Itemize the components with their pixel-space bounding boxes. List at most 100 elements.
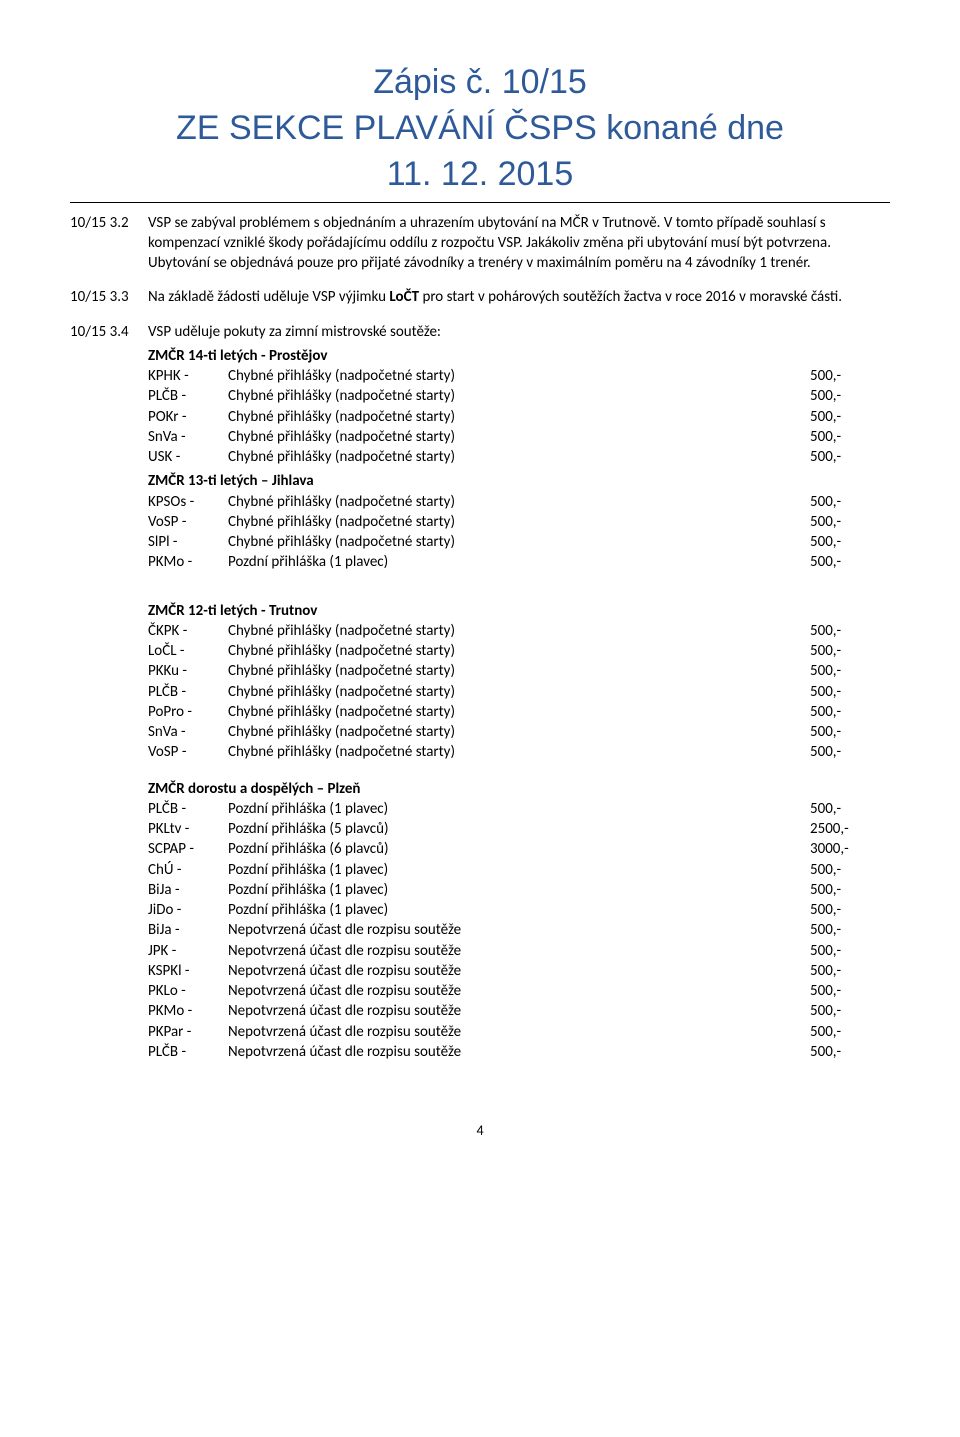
penalty-code: POKr - <box>148 407 228 427</box>
penalty-reason: Chybné přihlášky (nadpočetné starty) <box>228 661 810 681</box>
penalty-row: PLČB -Chybné přihlášky (nadpočetné start… <box>148 386 890 406</box>
penalty-reason: Chybné přihlášky (nadpočetné starty) <box>228 722 810 742</box>
penalty-code: PLČB - <box>148 1042 228 1062</box>
penalty-row: KPSOs -Chybné přihlášky (nadpočetné star… <box>148 492 890 512</box>
penalty-code: VoSP - <box>148 512 228 532</box>
penalty-row: BiJa -Pozdní přihláška (1 plavec)500,- <box>148 880 890 900</box>
item-text: VSP uděluje pokuty za zimní mistrovské s… <box>148 322 890 342</box>
penalty-code: ChÚ - <box>148 860 228 880</box>
penalty-row: PKMo -Nepotvrzená účast dle rozpisu sout… <box>148 1001 890 1021</box>
penalty-group: ZMČR 13-ti letých – JihlavaKPSOs -Chybné… <box>148 471 890 572</box>
penalty-row: BiJa -Nepotvrzená účast dle rozpisu sout… <box>148 920 890 940</box>
penalty-amount: 500,- <box>810 512 890 532</box>
penalty-code: PKLtv - <box>148 819 228 839</box>
penalty-code: BiJa - <box>148 880 228 900</box>
penalty-code: KPSOs - <box>148 492 228 512</box>
penalty-reason: Nepotvrzená účast dle rozpisu soutěže <box>228 941 810 961</box>
minutes-item: 10/15 3.2 VSP se zabýval problémem s obj… <box>70 213 890 274</box>
penalty-reason: Chybné přihlášky (nadpočetné starty) <box>228 532 810 552</box>
penalty-code: KSPKl - <box>148 961 228 981</box>
penalty-row: VoSP -Chybné přihlášky (nadpočetné start… <box>148 742 890 762</box>
document-title: Zápis č. 10/15 ZE SEKCE PLAVÁNÍ ČSPS kon… <box>70 60 890 198</box>
penalty-code: ČKPK - <box>148 621 228 641</box>
penalty-code: PLČB - <box>148 799 228 819</box>
penalty-row: ČKPK -Chybné přihlášky (nadpočetné start… <box>148 621 890 641</box>
penalty-amount: 500,- <box>810 981 890 1001</box>
penalty-row: PoPro -Chybné přihlášky (nadpočetné star… <box>148 702 890 722</box>
penalty-reason: Pozdní přihláška (1 plavec) <box>228 552 810 572</box>
item-text: VSP se zabýval problémem s objednáním a … <box>148 213 890 274</box>
penalty-amount: 500,- <box>810 941 890 961</box>
penalty-row: PLČB -Chybné přihlášky (nadpočetné start… <box>148 682 890 702</box>
title-underline <box>70 202 890 203</box>
penalty-reason: Chybné přihlášky (nadpočetné starty) <box>228 742 810 762</box>
penalty-code: VoSP - <box>148 742 228 762</box>
penalty-reason: Nepotvrzená účast dle rozpisu soutěže <box>228 920 810 940</box>
penalty-code: SlPl - <box>148 532 228 552</box>
penalty-row: ChÚ -Pozdní přihláška (1 plavec)500,- <box>148 860 890 880</box>
penalty-amount: 500,- <box>810 447 890 467</box>
title-line-1: Zápis č. 10/15 <box>70 60 890 106</box>
penalty-reason: Nepotvrzená účast dle rozpisu soutěže <box>228 1022 810 1042</box>
penalty-code: PoPro - <box>148 702 228 722</box>
item-number: 10/15 3.3 <box>70 287 148 307</box>
penalty-amount: 500,- <box>810 621 890 641</box>
penalty-amount: 500,- <box>810 1001 890 1021</box>
penalty-row: PKMo -Pozdní přihláška (1 plavec)500,- <box>148 552 890 572</box>
penalty-reason: Chybné přihlášky (nadpočetné starty) <box>228 407 810 427</box>
penalty-amount: 500,- <box>810 722 890 742</box>
title-line-3: 11. 12. 2015 <box>70 152 890 198</box>
penalty-code: SCPAP - <box>148 839 228 859</box>
penalty-code: PKLo - <box>148 981 228 1001</box>
minutes-item: 10/15 3.3 Na základě žádosti uděluje VSP… <box>70 287 890 307</box>
penalty-row: USK -Chybné přihlášky (nadpočetné starty… <box>148 447 890 467</box>
penalty-amount: 500,- <box>810 880 890 900</box>
penalty-row: SnVa -Chybné přihlášky (nadpočetné start… <box>148 722 890 742</box>
penalty-reason: Pozdní přihláška (1 plavec) <box>228 799 810 819</box>
penalty-reason: Chybné přihlášky (nadpočetné starty) <box>228 386 810 406</box>
penalty-row: PLČB -Nepotvrzená účast dle rozpisu sout… <box>148 1042 890 1062</box>
penalty-amount: 500,- <box>810 366 890 386</box>
penalty-reason: Chybné přihlášky (nadpočetné starty) <box>228 427 810 447</box>
penalty-reason: Pozdní přihláška (1 plavec) <box>228 880 810 900</box>
minutes-item: 10/15 3.4 VSP uděluje pokuty za zimní mi… <box>70 322 890 468</box>
penalty-row: PKPar -Nepotvrzená účast dle rozpisu sou… <box>148 1022 890 1042</box>
penalty-amount: 3000,- <box>810 839 890 859</box>
penalty-amount: 500,- <box>810 1042 890 1062</box>
penalty-amount: 500,- <box>810 799 890 819</box>
page-number: 4 <box>70 1122 890 1141</box>
penalty-row: VoSP -Chybné přihlášky (nadpočetné start… <box>148 512 890 532</box>
penalty-code: JiDo - <box>148 900 228 920</box>
penalty-amount: 500,- <box>810 641 890 661</box>
penalty-code: KPHK - <box>148 366 228 386</box>
group-heading: ZMČR 13-ti letých – Jihlava <box>148 471 890 491</box>
penalty-reason: Chybné přihlášky (nadpočetné starty) <box>228 682 810 702</box>
penalty-amount: 500,- <box>810 920 890 940</box>
penalty-row: SnVa -Chybné přihlášky (nadpočetné start… <box>148 427 890 447</box>
penalty-code: PKMo - <box>148 552 228 572</box>
penalty-amount: 500,- <box>810 742 890 762</box>
group-heading: ZMČR 12-ti letých - Trutnov <box>148 601 890 621</box>
penalty-row: PKLtv -Pozdní přihláška (5 plavců)2500,- <box>148 819 890 839</box>
penalty-reason: Chybné přihlášky (nadpočetné starty) <box>228 447 810 467</box>
penalty-reason: Nepotvrzená účast dle rozpisu soutěže <box>228 961 810 981</box>
penalty-reason: Pozdní přihláška (6 plavců) <box>228 839 810 859</box>
penalty-amount: 500,- <box>810 552 890 572</box>
penalty-code: PLČB - <box>148 682 228 702</box>
penalty-amount: 2500,- <box>810 819 890 839</box>
penalty-row: PKKu -Chybné přihlášky (nadpočetné start… <box>148 661 890 681</box>
penalty-amount: 500,- <box>810 532 890 552</box>
penalty-row: SCPAP -Pozdní přihláška (6 plavců)3000,- <box>148 839 890 859</box>
penalty-row: SlPl -Chybné přihlášky (nadpočetné start… <box>148 532 890 552</box>
item-number: 10/15 3.2 <box>70 213 148 274</box>
group-heading: ZMČR 14-ti letých - Prostějov <box>148 346 890 366</box>
penalty-row: PLČB -Pozdní přihláška (1 plavec)500,- <box>148 799 890 819</box>
item-body: VSP uděluje pokuty za zimní mistrovské s… <box>148 322 890 468</box>
penalty-code: PKPar - <box>148 1022 228 1042</box>
penalty-row: KSPKl -Nepotvrzená účast dle rozpisu sou… <box>148 961 890 981</box>
penalty-amount: 500,- <box>810 386 890 406</box>
penalty-amount: 500,- <box>810 492 890 512</box>
penalty-group: ZMČR 12-ti letých - TrutnovČKPK -Chybné … <box>148 601 890 763</box>
penalty-code: PLČB - <box>148 386 228 406</box>
penalty-reason: Nepotvrzená účast dle rozpisu soutěže <box>228 1042 810 1062</box>
